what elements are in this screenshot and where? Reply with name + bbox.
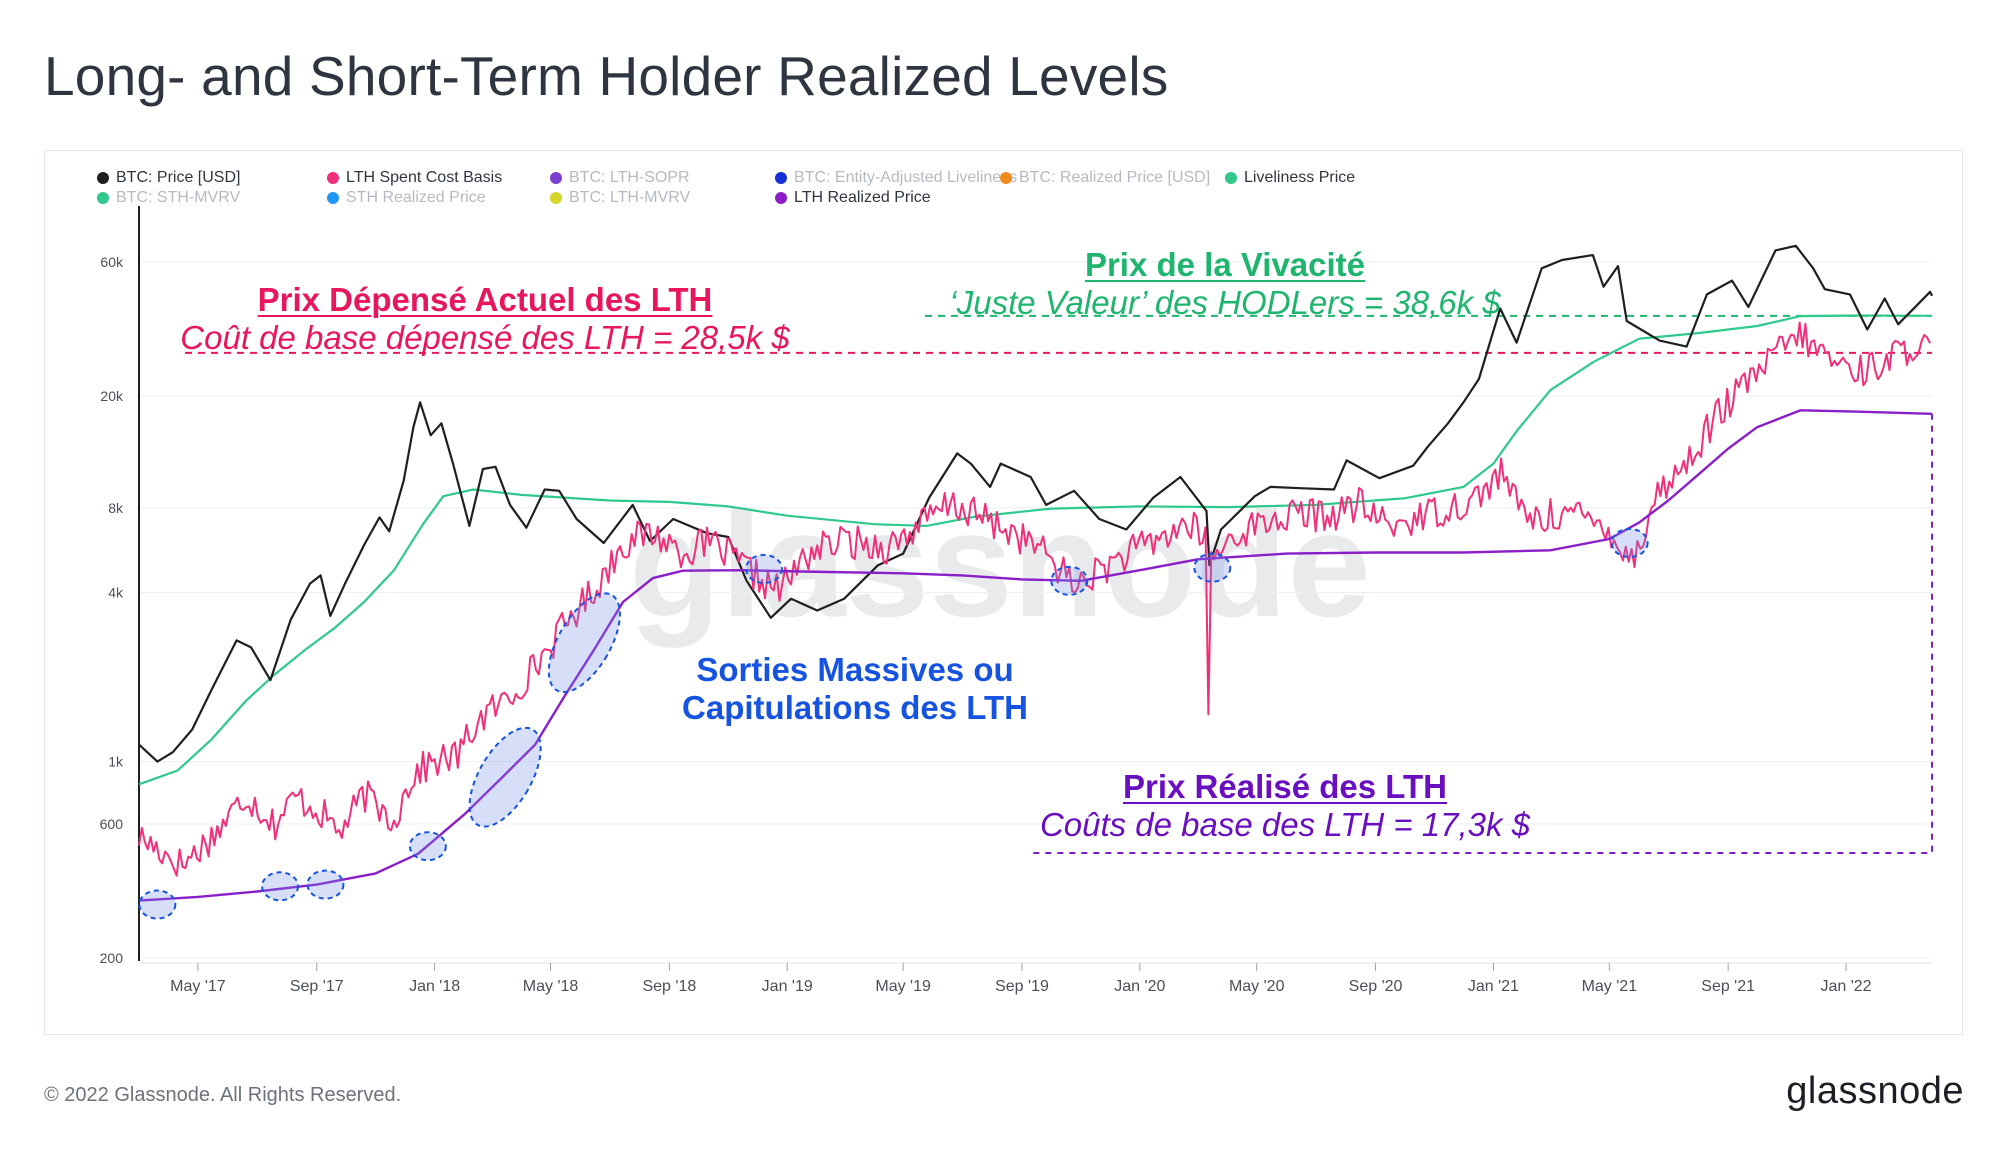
x-tick-label: Sep '21	[1701, 978, 1755, 995]
legend-label: BTC: LTH-MVRV	[569, 189, 691, 206]
x-tick-label: Jan '20	[1114, 978, 1165, 995]
x-tick-label: May '19	[875, 978, 931, 995]
legend-dot-icon	[775, 172, 787, 184]
capitulation-marker	[1050, 565, 1089, 596]
reference-line-realized	[1030, 413, 1933, 854]
annotation-lth-realized-title: Prix Réalisé des LTH	[1122, 768, 1448, 805]
capitulation-marker	[468, 726, 542, 828]
x-tick-label: May '17	[170, 978, 226, 995]
legend-item[interactable]: BTC: Entity-Adjusted Liveliness	[775, 169, 1017, 187]
capitulation-marker	[1610, 527, 1649, 558]
legend-item[interactable]: BTC: Price [USD]	[97, 169, 240, 187]
x-tick-label: Jan '21	[1468, 978, 1519, 995]
legend-item[interactable]: STH Realized Price	[327, 189, 486, 207]
legend-item[interactable]: BTC: LTH-MVRV	[550, 189, 690, 207]
capitulation-marker	[138, 889, 177, 920]
series-line	[138, 314, 1933, 786]
legend-label: BTC: Realized Price [USD]	[1019, 169, 1211, 186]
legend-label: LTH Spent Cost Basis	[346, 169, 503, 186]
legend-item[interactable]: BTC: LTH-SOPR	[550, 169, 690, 187]
annotation-lth-realized-subtitle: Coûts de base des LTH = 17,3k $	[1039, 806, 1531, 843]
legend-label: BTC: Price [USD]	[116, 169, 241, 186]
legend-dot-icon	[1225, 172, 1237, 184]
annotation-liveliness-subtitle: ‘Juste Valeur’ des HODLers = 38,6k $	[949, 284, 1501, 321]
legend-dot-icon	[550, 172, 562, 184]
annotation-lth-spent-title: Prix Dépensé Actuel des LTH	[257, 281, 713, 318]
glassnode-logo: glassnode	[1786, 1070, 1964, 1112]
legend-item[interactable]: BTC: STH-MVRV	[97, 189, 240, 207]
legend-label: BTC: Entity-Adjusted Liveliness	[794, 169, 1018, 186]
y-tick-label: 20k	[100, 388, 124, 404]
chart-legend: BTC: Price [USD] LTH Spent Cost Basis BTC:…	[45, 151, 1964, 211]
y-tick-label: 200	[100, 950, 124, 966]
legend-label: Liveliness Price	[1244, 169, 1356, 186]
annotation-lth-realized: Prix Réalisé des LTH Coûts de base des L…	[1005, 768, 1565, 844]
y-tick-label: 1k	[108, 754, 124, 770]
x-tick-label: Sep '17	[290, 978, 344, 995]
capitulation-marker	[745, 553, 784, 584]
y-tick-label: 4k	[108, 584, 124, 600]
capitulation-marker	[547, 592, 621, 694]
x-tick-label: May '18	[523, 978, 579, 995]
legend-item[interactable]: BTC: Realized Price [USD]	[1000, 169, 1210, 187]
x-tick-label: May '20	[1229, 978, 1285, 995]
annotation-liveliness-title: Prix de la Vivacité	[1084, 246, 1366, 283]
series-line	[138, 321, 1931, 877]
legend-dot-icon	[550, 192, 562, 204]
x-tick-label: Jan '22	[1820, 978, 1871, 995]
capitulation-marker	[408, 831, 447, 862]
chart-panel: BTC: Price [USD] LTH Spent Cost Basis BTC:…	[44, 150, 1963, 1035]
footer-copyright: © 2022 Glassnode. All Rights Reserved.	[44, 1084, 402, 1106]
legend-dot-icon	[1000, 172, 1012, 184]
x-tick-label: Sep '18	[642, 978, 696, 995]
annotation-capitulation-line1: Sorties Massives ou	[696, 651, 1014, 688]
annotation-capitulation-line2: Capitulations des LTH	[682, 689, 1028, 726]
x-tick-label: May '21	[1582, 978, 1638, 995]
legend-dot-icon	[327, 192, 339, 204]
legend-label: STH Realized Price	[346, 189, 486, 206]
y-tick-label: 60k	[100, 254, 124, 270]
capitulation-marker	[306, 869, 345, 900]
legend-label: BTC: LTH-SOPR	[569, 169, 690, 186]
y-tick-label: 600	[100, 816, 124, 832]
annotation-capitulation: Sorties Massives ou Capitulations des LT…	[605, 651, 1105, 727]
x-tick-label: Jan '18	[409, 978, 460, 995]
x-tick-label: Sep '20	[1349, 978, 1403, 995]
legend-label: LTH Realized Price	[794, 189, 931, 206]
legend-dot-icon	[327, 172, 339, 184]
x-tick-label: Jan '19	[762, 978, 813, 995]
capitulation-marker	[261, 871, 300, 902]
y-tick-label: 8k	[108, 500, 124, 516]
page-title: Long- and Short-Term Holder Realized Lev…	[44, 45, 1169, 107]
legend-dot-icon	[97, 192, 109, 204]
series-line	[138, 244, 1933, 763]
legend-dot-icon	[97, 172, 109, 184]
annotation-lth-spent-subtitle: Coût de base dépensé des LTH = 28,5k $	[180, 319, 790, 356]
x-tick-label: Sep '19	[995, 978, 1049, 995]
legend-label: BTC: STH-MVRV	[116, 189, 241, 206]
annotation-lth-spent: Prix Dépensé Actuel des LTH Coût de base…	[175, 281, 795, 357]
series-line	[138, 409, 1933, 902]
capitulation-marker	[1193, 552, 1232, 583]
annotation-liveliness: Prix de la Vivacité ‘Juste Valeur’ des H…	[915, 246, 1535, 322]
legend-item[interactable]: Liveliness Price	[1225, 169, 1355, 187]
legend-item[interactable]: LTH Spent Cost Basis	[327, 169, 502, 187]
legend-item[interactable]: LTH Realized Price	[775, 189, 931, 207]
legend-dot-icon	[775, 192, 787, 204]
